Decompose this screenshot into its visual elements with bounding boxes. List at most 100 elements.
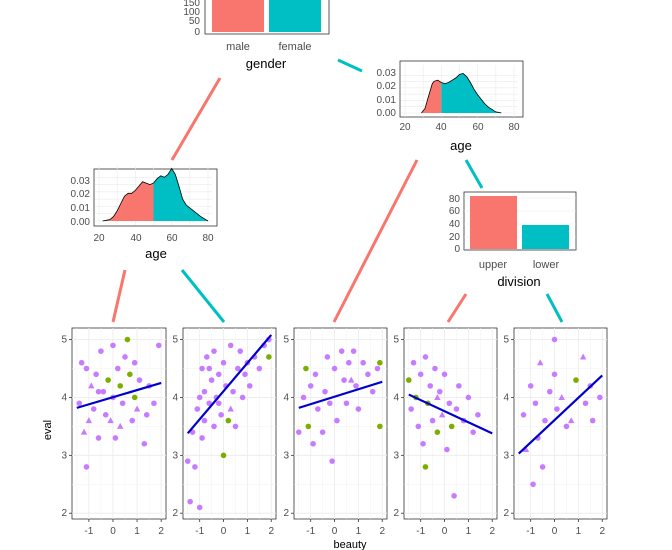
scatter-point bbox=[589, 417, 596, 424]
scatter-point bbox=[141, 440, 148, 447]
scatter-point bbox=[597, 394, 603, 401]
edge-top-to-right bbox=[337, 58, 363, 73]
scatter-point bbox=[237, 348, 244, 354]
gender-ytick: 0 bbox=[194, 27, 200, 38]
scatter-point bbox=[369, 388, 376, 395]
scatter-point bbox=[129, 417, 136, 424]
division-ytick: 0 bbox=[454, 244, 460, 255]
scatter-point bbox=[122, 354, 128, 360]
age-xtick: 40 bbox=[435, 122, 447, 133]
scatter-point bbox=[434, 429, 441, 435]
leaf-xtick: 1 bbox=[356, 526, 362, 537]
leaf-xtick: -1 bbox=[526, 526, 535, 537]
age-xtick: 60 bbox=[166, 233, 178, 244]
scatter-point bbox=[573, 377, 579, 383]
scatter-point bbox=[563, 423, 570, 430]
leaf-xtick: -1 bbox=[416, 526, 425, 537]
scatter-point bbox=[192, 464, 198, 470]
age-node-left: 0.03 0.02 0.01 0.00 20 40 60 80 age bbox=[71, 166, 218, 261]
scatter-point bbox=[539, 464, 546, 470]
scatter-point bbox=[187, 498, 193, 505]
leaf-ytick: 2 bbox=[172, 508, 178, 519]
age-xtick: 60 bbox=[472, 122, 484, 133]
leaf-xtick: 2 bbox=[489, 526, 495, 537]
leaf-ytick: 5 bbox=[503, 335, 509, 346]
scatter-point bbox=[341, 377, 347, 383]
leaf-xtick: 2 bbox=[599, 526, 605, 537]
leaf-xtick: 2 bbox=[268, 526, 274, 537]
scatter-point bbox=[417, 371, 424, 378]
scatter-point bbox=[215, 400, 222, 407]
scatter-point bbox=[232, 423, 239, 430]
scatter-point bbox=[537, 359, 544, 366]
leaf-xtick: 2 bbox=[158, 526, 164, 537]
scatter-point bbox=[131, 394, 138, 401]
division-label: division bbox=[497, 274, 540, 289]
leaf-xtick: 0 bbox=[442, 526, 448, 537]
leaf-xtick: 1 bbox=[134, 526, 140, 537]
scatter-point bbox=[194, 406, 201, 412]
gender-bar-male bbox=[212, 0, 264, 32]
scatter-point bbox=[196, 394, 203, 401]
gender-category-male: male bbox=[226, 41, 250, 53]
scatter-point bbox=[110, 342, 116, 349]
leaf-xtick: 1 bbox=[576, 526, 582, 537]
division-category-lower: lower bbox=[533, 259, 560, 271]
leaf-ytick: 4 bbox=[172, 392, 178, 403]
division-node: 80 60 40 20 0 upper lower division bbox=[449, 191, 577, 289]
scatter-point bbox=[432, 365, 438, 372]
scatter-point bbox=[374, 365, 381, 372]
leaf-xtick: -1 bbox=[195, 526, 204, 537]
leaf-panel-5: -1 0 1 2 2 3 4 5 bbox=[503, 327, 608, 537]
age-xtick: 20 bbox=[93, 233, 105, 244]
scatter-point bbox=[551, 336, 558, 343]
scatter-point bbox=[530, 481, 536, 488]
scatter-point bbox=[348, 376, 355, 383]
scatter-point bbox=[143, 412, 150, 418]
scatter-point bbox=[522, 446, 530, 453]
scatter-point bbox=[83, 464, 90, 470]
leaf-ytick: 3 bbox=[283, 450, 289, 461]
division-ytick: 20 bbox=[449, 232, 461, 243]
scatter-point bbox=[88, 382, 95, 389]
age-density-area-cyan bbox=[441, 73, 502, 113]
age-ytick: 0.03 bbox=[377, 68, 397, 79]
division-bar-lower bbox=[522, 225, 569, 249]
leaf-panel-frame bbox=[182, 327, 277, 520]
scatter-point bbox=[350, 348, 357, 354]
scatter-point bbox=[208, 377, 215, 383]
scatter-point bbox=[436, 388, 443, 395]
scatter-point bbox=[331, 365, 338, 372]
division-ytick: 40 bbox=[449, 219, 461, 230]
age-ytick: 0.00 bbox=[377, 108, 397, 119]
scatter-point bbox=[246, 383, 253, 389]
scatter-point bbox=[256, 365, 263, 372]
age-label: age bbox=[450, 138, 472, 153]
scatter-point bbox=[127, 371, 133, 378]
scatter-point bbox=[230, 388, 236, 395]
scatter-point bbox=[470, 429, 476, 435]
leaf-panel-3: -1 0 1 2 2 3 4 5 bbox=[283, 327, 388, 537]
scatter-point bbox=[542, 417, 548, 424]
scatter-point bbox=[307, 383, 314, 389]
scatter-point bbox=[220, 452, 227, 459]
scatter-point bbox=[124, 336, 131, 343]
fit-line bbox=[186, 334, 273, 435]
scatter-point bbox=[429, 417, 436, 424]
edge-division-to-leaf5 bbox=[545, 293, 564, 323]
scatter-point bbox=[242, 371, 248, 378]
fit-line bbox=[76, 381, 162, 409]
scatter-point bbox=[102, 412, 109, 418]
scatter-point bbox=[131, 359, 138, 366]
age-xtick: 20 bbox=[399, 122, 411, 133]
leaf-ytick: 2 bbox=[61, 508, 67, 519]
leaf-ytick: 2 bbox=[283, 508, 289, 519]
scatter-point bbox=[312, 371, 319, 378]
scatter-point bbox=[465, 394, 472, 401]
edge-left-to-leaf1 bbox=[111, 269, 127, 323]
scatter-point bbox=[196, 504, 203, 511]
leaf-xtick: 0 bbox=[110, 526, 116, 537]
scatter-point bbox=[133, 405, 141, 412]
gender-ytick: 150 bbox=[183, 0, 200, 9]
scatter-point bbox=[206, 365, 213, 372]
